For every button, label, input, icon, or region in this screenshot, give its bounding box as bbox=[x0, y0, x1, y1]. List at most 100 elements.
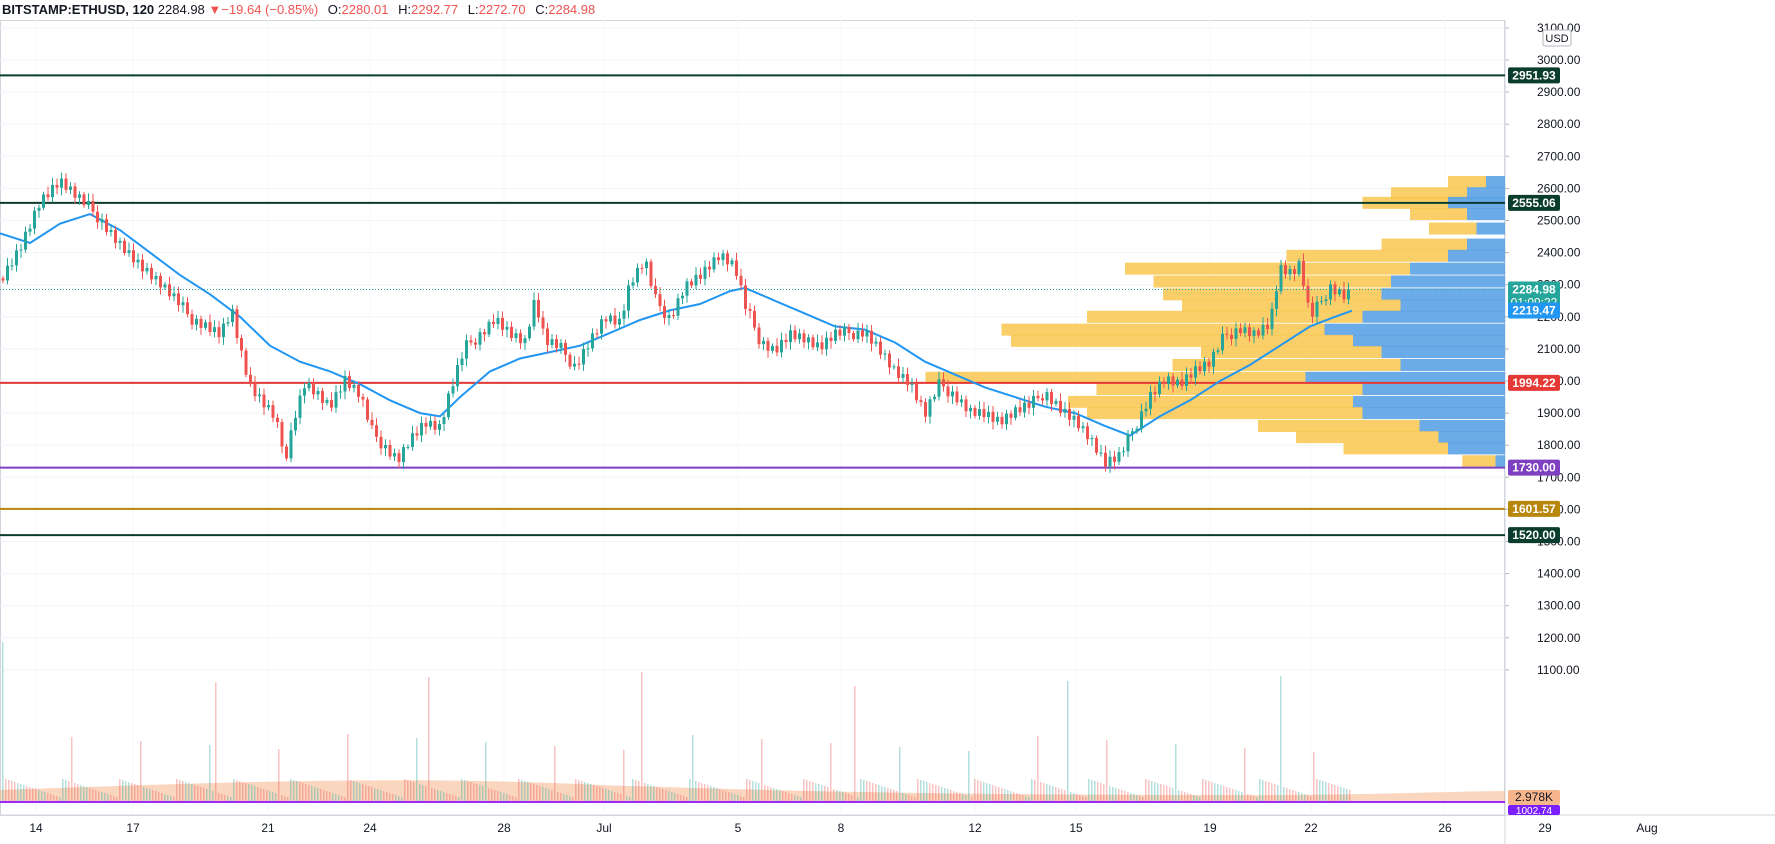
time-axis-label: 15 bbox=[1069, 821, 1083, 835]
level-badge-label: 2951.93 bbox=[1512, 68, 1556, 82]
volume-bar bbox=[368, 786, 370, 803]
candle-body bbox=[744, 285, 747, 309]
candle-body bbox=[546, 328, 549, 345]
volume-bar bbox=[140, 741, 142, 803]
candle-body bbox=[631, 282, 635, 286]
volume-bar bbox=[452, 795, 454, 803]
candle-body bbox=[469, 340, 473, 343]
volume-bar bbox=[1103, 784, 1105, 803]
volume-bar bbox=[833, 789, 835, 803]
candle-body bbox=[483, 332, 486, 335]
candle-body bbox=[892, 366, 896, 368]
volume-bar bbox=[1139, 796, 1141, 803]
volume-bar bbox=[431, 788, 433, 803]
candle-body bbox=[757, 327, 761, 345]
volume-bar bbox=[713, 787, 715, 803]
volume-bar bbox=[1148, 780, 1150, 803]
volume-bar bbox=[638, 781, 640, 803]
volume-bar bbox=[818, 784, 820, 803]
volume-bar bbox=[533, 784, 535, 803]
volume-bar bbox=[1016, 793, 1018, 803]
volume-bar bbox=[908, 795, 910, 803]
candle-body bbox=[987, 411, 990, 418]
candle-body bbox=[865, 330, 869, 337]
candle-body bbox=[1230, 334, 1233, 339]
volume-bar bbox=[17, 783, 19, 803]
volume-bar bbox=[467, 781, 469, 803]
volume-bar bbox=[500, 792, 502, 803]
candle-body bbox=[213, 327, 216, 333]
volume-bar bbox=[1181, 791, 1183, 803]
volume-profile-down bbox=[1353, 395, 1505, 408]
volume-bar bbox=[344, 797, 346, 803]
volume-bar bbox=[1322, 781, 1324, 803]
volume-bar bbox=[71, 737, 73, 803]
volume-bar bbox=[53, 795, 55, 803]
level-badge-label: 1601.57 bbox=[1512, 502, 1556, 516]
symbol-label[interactable]: BITSTAMP:ETHUSD, 120 bbox=[2, 2, 155, 17]
volume-bar bbox=[401, 797, 403, 803]
candle-body bbox=[1122, 451, 1125, 453]
volume-bar bbox=[404, 779, 406, 803]
volume-bar bbox=[944, 788, 946, 803]
volume-bar bbox=[698, 782, 700, 803]
volume-bar bbox=[398, 796, 400, 803]
volume-bar bbox=[107, 794, 109, 803]
volume-bar bbox=[35, 789, 37, 803]
candle-body bbox=[348, 376, 351, 388]
candle-body bbox=[276, 417, 279, 423]
volume-bar bbox=[998, 787, 1000, 803]
volume-bar bbox=[941, 787, 943, 803]
volume-bar bbox=[449, 794, 451, 803]
candle-body bbox=[1338, 289, 1341, 295]
candle-body bbox=[15, 250, 18, 266]
high-label: H: bbox=[398, 2, 412, 17]
volume-bar bbox=[536, 785, 538, 803]
candle-body bbox=[402, 447, 405, 463]
candle-body bbox=[1036, 395, 1040, 399]
candle-body bbox=[1203, 361, 1206, 372]
time-axis-label: 26 bbox=[1438, 821, 1452, 835]
candle-body bbox=[82, 194, 86, 206]
candle-body bbox=[748, 308, 752, 311]
volume-bar bbox=[629, 797, 631, 803]
candle-body bbox=[1288, 269, 1292, 275]
volume-bar bbox=[1292, 790, 1294, 803]
volume-profile-up bbox=[1448, 175, 1486, 188]
candle-body bbox=[42, 194, 45, 208]
volume-bar bbox=[182, 781, 184, 803]
volume-bar bbox=[737, 795, 739, 803]
volume-bar bbox=[290, 779, 292, 803]
candle-body bbox=[523, 338, 527, 344]
volume-bar bbox=[491, 789, 493, 803]
volume-bar bbox=[1187, 793, 1189, 803]
volume-bar bbox=[1232, 789, 1234, 803]
volume-bar bbox=[1217, 784, 1219, 803]
volume-bar bbox=[1145, 779, 1147, 803]
volume-bar bbox=[1043, 783, 1045, 803]
volume-bar bbox=[1304, 794, 1306, 803]
volume-bar bbox=[476, 784, 478, 803]
volume-bar bbox=[797, 796, 799, 803]
volume-bar bbox=[1028, 797, 1030, 803]
volume-bar bbox=[173, 797, 175, 803]
candle-body bbox=[874, 341, 878, 344]
candle-body bbox=[186, 302, 189, 315]
candle-body bbox=[703, 266, 707, 279]
currency-button[interactable] bbox=[1542, 29, 1572, 47]
volume-bar bbox=[158, 792, 160, 803]
price-axis-label: 2800.00 bbox=[1537, 117, 1581, 131]
volume-profile-down bbox=[1324, 323, 1505, 336]
candle-body bbox=[951, 391, 954, 397]
volume-bar bbox=[620, 794, 622, 803]
volume-bar bbox=[2, 642, 4, 803]
level-badge bbox=[1508, 500, 1560, 517]
volume-bar bbox=[938, 786, 940, 803]
volume-bar bbox=[776, 789, 778, 803]
candle-body bbox=[946, 386, 950, 397]
candle-body bbox=[78, 194, 81, 198]
volume-profile-down bbox=[1419, 419, 1505, 432]
candle-body bbox=[816, 342, 819, 348]
volume-bar bbox=[1277, 785, 1279, 803]
